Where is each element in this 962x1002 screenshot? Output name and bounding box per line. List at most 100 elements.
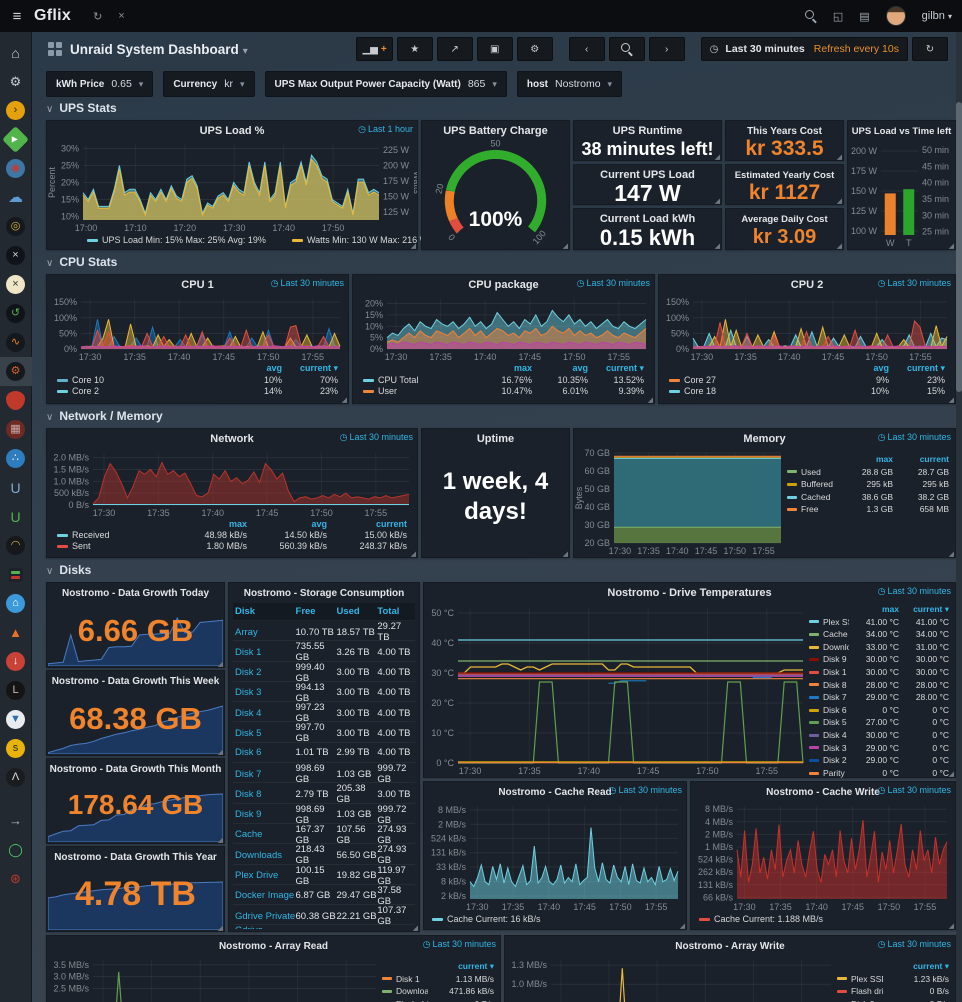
section-cpu-stats[interactable]: ∨ CPU Stats [46, 255, 118, 269]
legend-series[interactable]: Free [801, 504, 819, 515]
add-panel-button[interactable]: ▁▅ + [356, 37, 393, 61]
sidebar-item-unraid-dashboard-icon[interactable]: ⚙ [0, 357, 32, 386]
legend-item[interactable]: Watts Min: 130 W Max: 216 W Avg: 162 W [291, 235, 477, 245]
sidebar-item-home-icon[interactable]: ⌂ [0, 38, 32, 67]
legend-series[interactable]: Used [801, 466, 821, 477]
time-range-override[interactable]: ◷ Last 30 minutes [608, 785, 682, 795]
drive-temperatures-chart[interactable]: 17:30 17:35 17:40 17:45 17:50 17:55 0 °C 10 °C 2… [424, 601, 809, 777]
panel-title[interactable]: Nostromo - Data Growth This Month [49, 763, 222, 775]
hamburger-menu-icon[interactable]: ≡ [12, 7, 22, 25]
legend-series[interactable]: Sent [57, 541, 167, 551]
legend-series[interactable]: Disk 1 [396, 973, 420, 984]
share-button[interactable]: ↗ [436, 37, 473, 61]
legend-series[interactable]: Plex SSD [823, 616, 849, 627]
sidebar-item-pihole-shield-icon[interactable] [0, 386, 32, 415]
sidebar-item-ubooquity-icon[interactable]: U [0, 473, 32, 502]
legend-sort-header[interactable]: avg [873, 363, 889, 373]
refresh-button[interactable]: ↻ [912, 37, 948, 61]
panel-title[interactable]: Nostromo - Array Write [675, 940, 785, 952]
sidebar-item-lazylibrarian-icon[interactable]: L [0, 676, 32, 705]
legend-series[interactable]: Core 2 [57, 386, 226, 396]
time-range-override[interactable]: ◷ Last 30 minutes [270, 278, 344, 288]
cpu-package-chart[interactable]: 17:30 17:35 17:40 17:45 17:50 17:55 0% 5% 10% 15%… [353, 293, 654, 363]
time-picker-button[interactable]: ◷ Last 30 minutes Refresh every 10s [700, 37, 908, 61]
sidebar-item-home-assistant-icon[interactable]: ⌂ [0, 589, 32, 618]
save-button[interactable]: ▣ [476, 37, 513, 61]
cache-write-chart[interactable]: 17:30 17:35 17:40 17:45 17:50 17:55 66 kB/s 131… [691, 800, 955, 913]
legend-sort-header[interactable]: current ▾ [913, 961, 949, 971]
legend-series[interactable]: Flash drive [851, 986, 883, 997]
star-button[interactable]: ★ [396, 37, 433, 61]
legend-series[interactable]: User [363, 386, 476, 396]
legend-sort-header[interactable]: current ▾ [299, 363, 338, 373]
legend-series[interactable]: Disk 6 [823, 704, 847, 715]
legend-item[interactable]: Cache Current: 1.188 MB/s [699, 914, 823, 924]
panel-title[interactable]: UPS Load vs Time left [851, 125, 952, 137]
scrollbar-track[interactable] [956, 32, 962, 1002]
sidebar-item-app-red-download-icon[interactable]: ↓ [0, 647, 32, 676]
legend-sort-header[interactable]: max [513, 363, 532, 373]
sidebar-item-cloud-app-icon[interactable]: ☁ [0, 183, 32, 212]
time-range-override[interactable]: ◷ Last 30 minutes [422, 939, 496, 949]
legend-series[interactable]: Plex SSD [851, 973, 883, 984]
search-icon[interactable] [804, 10, 817, 22]
panel-title[interactable]: Estimated Yearly Cost [734, 169, 835, 181]
panel-title[interactable]: UPS Battery Charge [443, 125, 548, 137]
section-disks[interactable]: ∨ Disks [46, 563, 92, 577]
legend-sort-header[interactable]: avg [266, 363, 282, 373]
time-range-override[interactable]: ◷ Last 30 minutes [877, 432, 951, 442]
legend-sort-header[interactable]: max [875, 454, 893, 464]
sidebar-item-gitlab-icon[interactable]: ▲ [0, 618, 32, 647]
legend-sort-header[interactable]: current ▾ [906, 363, 945, 373]
section-network-memory[interactable]: ∨ Network / Memory [46, 409, 163, 423]
sidebar-item-search-app-icon[interactable]: ◎ [0, 212, 32, 241]
time-forward-button[interactable]: › [648, 37, 685, 61]
fullscreen-icon[interactable]: ◱ [832, 10, 844, 23]
legend-series[interactable]: Disk 5 [823, 717, 847, 728]
panel-title[interactable]: Nostromo - Cache Write [766, 786, 880, 798]
panel-title[interactable]: Nostromo - Storage Consumption [243, 587, 405, 599]
legend-series[interactable]: Core 10 [57, 375, 226, 385]
panel-title[interactable]: Nostromo - Array Read [218, 940, 329, 952]
legend-series[interactable]: Disk 9 [851, 998, 883, 1002]
dashboard-settings-button[interactable]: ⚙ [516, 37, 553, 61]
time-range-override[interactable]: ◷ Last 30 minutes [576, 278, 650, 288]
panel-title[interactable]: Uptime [476, 433, 515, 445]
sidebar-item-app-darkred-icon[interactable]: ▦ [0, 415, 32, 444]
sidebar-item-emby-icon[interactable]: ▶ [0, 125, 32, 154]
table-header-row[interactable]: Disk Free Used Total [233, 603, 415, 621]
legend-sort-header[interactable]: current ▾ [913, 604, 949, 614]
sidebar-item-app-dark-x-icon[interactable]: × [0, 241, 32, 270]
panel-title[interactable]: Memory [743, 433, 786, 445]
time-range-override[interactable]: ◷ Last 1 hour [358, 124, 413, 134]
ups-load-vs-time-chart[interactable]: 100 W 125 W 150 W 175 W 200 W 25 min 30 min 35 … [848, 139, 955, 249]
panel-title[interactable]: CPU 1 [181, 279, 214, 291]
variable-kwh-price[interactable]: kWh Price 0.65 ▾ [46, 71, 154, 97]
legend-series[interactable]: Disk 4 [823, 729, 847, 740]
sidebar-item-sign-out-icon[interactable]: → [0, 806, 32, 835]
ups-load-chart[interactable]: 17:00 17:10 17:20 17:30 17:40 17:50 10% 15% 20% 2… [47, 139, 422, 234]
username-menu[interactable]: gilbn ▾ [921, 10, 952, 22]
tab-refresh-icon[interactable]: ↻ [93, 10, 103, 23]
legend-series[interactable]: Parity [823, 767, 845, 778]
time-range-override[interactable]: ◷ Last 30 minutes [877, 785, 951, 795]
sidebar-item-app-red-ring-icon[interactable]: ⊛ [0, 864, 32, 893]
sidebar-item-app-blue-red-icon[interactable]: ◉ [0, 154, 32, 183]
panel-title[interactable]: Nostromo - Data Growth This Week [51, 675, 220, 687]
legend-sort-header[interactable]: current [919, 454, 949, 464]
cache-read-chart[interactable]: 17:30 17:35 17:40 17:45 17:50 17:55 2 kB/s 8 kB… [424, 800, 686, 913]
sidebar-item-app-blue-dots-icon[interactable]: ∴ [0, 444, 32, 473]
memory-chart[interactable]: 17:30 17:35 17:40 17:45 17:50 17:55 20 GB 30 GB… [574, 447, 787, 557]
sidebar-item-plex-icon[interactable]: › [0, 96, 32, 125]
legend-series[interactable]: CPU Total [363, 375, 476, 385]
dashboard-title[interactable]: Unraid System Dashboard ▾ [70, 41, 248, 57]
legend-series[interactable]: Disk 7 [823, 692, 847, 703]
avatar[interactable] [885, 6, 906, 26]
legend-series[interactable]: Cached [801, 491, 831, 502]
sidebar-item-unifi-icon[interactable]: U [0, 502, 32, 531]
legend-series[interactable]: Disk 3 [823, 742, 847, 753]
network-chart[interactable]: 17:30 17:35 17:40 17:45 17:50 17:55 0 B/s 500 k… [47, 447, 417, 519]
panel-title[interactable]: Nostromo - Data Growth This Year [54, 851, 217, 863]
